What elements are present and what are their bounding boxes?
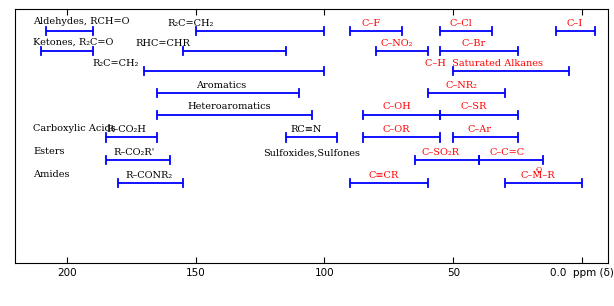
Text: C–Ṁ–R: C–Ṁ–R bbox=[521, 171, 556, 180]
Text: RHC=CHR: RHC=CHR bbox=[136, 39, 190, 48]
Text: Ketones, R₂C=O: Ketones, R₂C=O bbox=[33, 38, 114, 47]
Text: C≡CR: C≡CR bbox=[368, 171, 399, 180]
Text: C–NO₂: C–NO₂ bbox=[381, 39, 413, 48]
Text: R–CO₂H: R–CO₂H bbox=[106, 125, 146, 134]
Text: R₂C=CH₂: R₂C=CH₂ bbox=[168, 19, 214, 28]
Text: C–SR: C–SR bbox=[460, 103, 487, 111]
Text: R–CO₂R': R–CO₂R' bbox=[113, 148, 155, 157]
Text: Aromatics: Aromatics bbox=[196, 81, 247, 90]
Text: C–C=C: C–C=C bbox=[490, 148, 525, 157]
Text: C–SO₂R: C–SO₂R bbox=[421, 148, 459, 157]
Text: C–NR₂: C–NR₂ bbox=[445, 81, 477, 90]
Text: C–I: C–I bbox=[566, 19, 583, 28]
Text: Heteroaromatics: Heteroaromatics bbox=[187, 103, 271, 111]
Text: Carboxylic Acids: Carboxylic Acids bbox=[33, 124, 116, 133]
Text: RC≡N: RC≡N bbox=[291, 125, 322, 134]
Text: C–OR: C–OR bbox=[383, 125, 410, 134]
Text: Amides: Amides bbox=[33, 170, 70, 179]
Text: C–Ar: C–Ar bbox=[467, 125, 491, 134]
Text: Aldehydes, RCH=O: Aldehydes, RCH=O bbox=[33, 17, 130, 26]
Text: R–CONR₂: R–CONR₂ bbox=[126, 171, 173, 180]
Text: C–H  Saturated Alkanes: C–H Saturated Alkanes bbox=[426, 59, 543, 68]
Text: Esters: Esters bbox=[33, 147, 65, 156]
Text: C–Cl: C–Cl bbox=[449, 19, 472, 28]
Text: O: O bbox=[535, 166, 542, 174]
Text: R₂C=CH₂: R₂C=CH₂ bbox=[93, 59, 139, 68]
Text: C–Br: C–Br bbox=[462, 39, 486, 48]
Text: C–OH: C–OH bbox=[383, 103, 411, 111]
Text: C–F: C–F bbox=[361, 19, 381, 28]
Text: Sulfoxides,Sulfones: Sulfoxides,Sulfones bbox=[263, 148, 360, 157]
